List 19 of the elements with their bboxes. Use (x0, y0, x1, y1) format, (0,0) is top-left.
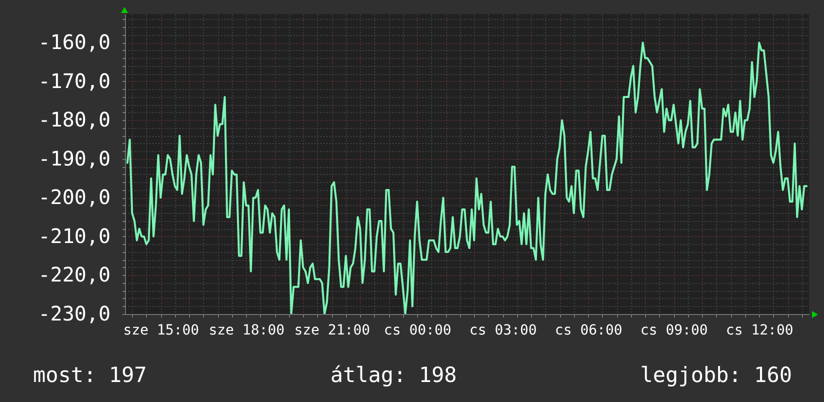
x-tick-label: cs 00:00 (384, 322, 452, 338)
y-tick-label: -210,0 (38, 224, 110, 248)
y-tick-label: -220,0 (38, 262, 110, 287)
x-tick-label: cs 09:00 (640, 322, 708, 338)
x-tick-label: cs 12:00 (726, 322, 794, 338)
x-tick-label: cs 03:00 (469, 322, 537, 338)
y-tick-label: -160,0 (38, 30, 110, 54)
text: legjobb: 160 (640, 362, 792, 388)
y-tick-label: -230,0 (38, 302, 110, 326)
y-tick-label: -190,0 (38, 146, 110, 170)
x-tick-label: sze 15:00 (123, 322, 200, 338)
x-tick-label: cs 06:00 (554, 322, 622, 338)
y-tick-label: -180,0 (38, 108, 110, 132)
y-tick-label: -200,0 (38, 185, 110, 210)
x-tick-label: sze 21:00 (294, 322, 370, 338)
text: átlag: 198 (330, 362, 457, 388)
y-tick-label: -170,0 (38, 68, 110, 93)
text: most: 197 (33, 362, 147, 388)
x-tick-label: sze 18:00 (208, 322, 285, 338)
